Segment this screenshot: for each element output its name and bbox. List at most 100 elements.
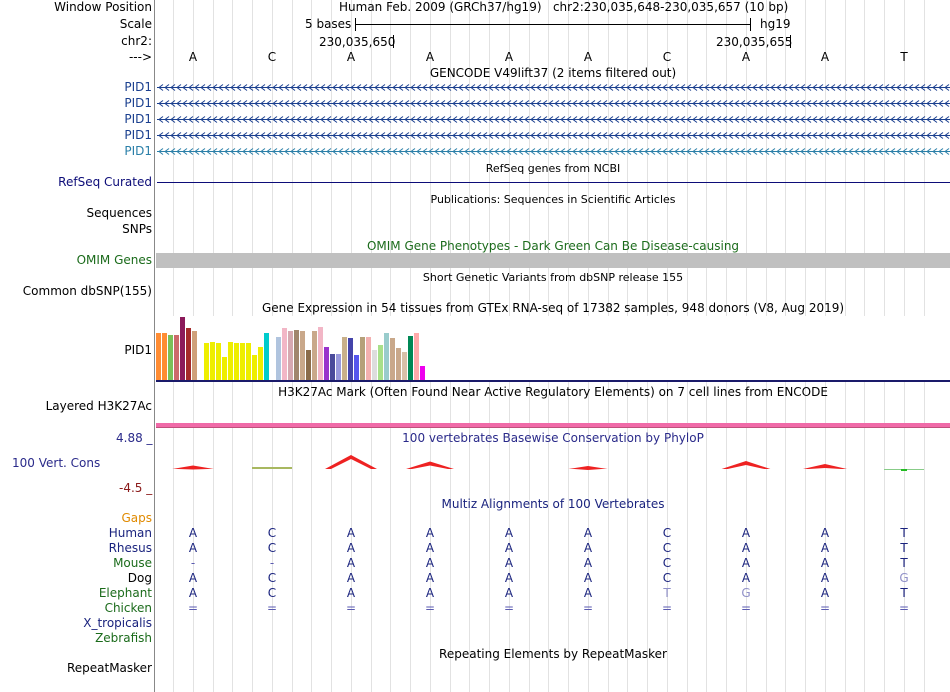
phylop-score-mark[interactable]	[901, 469, 907, 471]
gencode-transcript-line[interactable]	[157, 114, 950, 125]
gtex-tissue-bar[interactable]	[234, 343, 239, 380]
window-position-text: Human Feb. 2009 (GRCh37/hg19) chr2:230,0…	[339, 0, 789, 14]
gtex-tissue-bar[interactable]	[318, 327, 323, 380]
gencode-transcript-line[interactable]	[157, 130, 950, 141]
multiz-species-label[interactable]: Mouse	[113, 556, 152, 570]
multiz-species-label[interactable]: Rhesus	[108, 541, 152, 555]
h3k27ac-label[interactable]: Layered H3K27Ac	[45, 399, 152, 413]
gtex-tissue-bar[interactable]	[294, 330, 299, 380]
gtex-tissue-bar[interactable]	[210, 342, 215, 380]
multiz-species-label[interactable]: Elephant	[98, 586, 152, 600]
multiz-aligned-base: C	[267, 571, 277, 585]
omim-label[interactable]: OMIM Genes	[76, 253, 152, 267]
refseq-label[interactable]: RefSeq Curated	[58, 175, 152, 189]
gtex-tissue-bar[interactable]	[330, 354, 335, 380]
gencode-transcript-line[interactable]	[157, 146, 950, 157]
gtex-title: Gene Expression in 54 tissues from GTEx …	[261, 301, 845, 315]
gtex-tissue-bar[interactable]	[348, 338, 353, 380]
multiz-aligned-base: A	[583, 586, 593, 600]
gtex-tissue-bar[interactable]	[414, 333, 419, 380]
gtex-tissue-bar[interactable]	[306, 350, 311, 380]
sequence-base: A	[741, 50, 751, 64]
h3k27ac-signal-bar[interactable]	[156, 423, 950, 427]
gtex-tissue-bar[interactable]	[174, 335, 179, 380]
gtex-tissue-bar[interactable]	[162, 333, 167, 380]
phylop-score-mark[interactable]	[252, 467, 292, 469]
multiz-species-label[interactable]: Chicken	[104, 601, 152, 615]
gtex-tissue-bar[interactable]	[390, 338, 395, 380]
gtex-tissue-bar[interactable]	[372, 350, 377, 380]
snps-label[interactable]: SNPs	[122, 222, 152, 236]
multiz-species-label[interactable]: Human	[108, 526, 152, 540]
multiz-aligned-base: A	[504, 586, 514, 600]
phylop-label[interactable]: 100 Vert. Cons	[12, 456, 101, 470]
multiz-aligned-base: A	[583, 541, 593, 555]
gtex-tissue-bar[interactable]	[300, 331, 305, 380]
gaps-label[interactable]: Gaps	[121, 511, 152, 525]
phylop-score-mark[interactable]	[172, 465, 214, 470]
gencode-transcript-label[interactable]: PID1	[124, 80, 152, 94]
gtex-tissue-bar[interactable]	[276, 337, 281, 380]
gtex-tissue-bar[interactable]	[228, 342, 233, 380]
gtex-tissue-bar[interactable]	[378, 345, 383, 380]
gtex-label[interactable]: PID1	[124, 343, 152, 357]
gtex-tissue-bar[interactable]	[420, 366, 425, 380]
gtex-tissue-bar[interactable]	[180, 317, 185, 380]
gtex-tissue-bar[interactable]	[396, 348, 401, 380]
gencode-transcript-line[interactable]	[157, 98, 950, 109]
phylop-score-mark[interactable]	[406, 461, 454, 470]
repeatmasker-label[interactable]: RepeatMasker	[66, 661, 152, 675]
sequences-label[interactable]: Sequences	[86, 206, 152, 220]
gtex-tissue-bar[interactable]	[168, 335, 173, 380]
omim-title: OMIM Gene Phenotypes - Dark Green Can Be…	[366, 239, 740, 253]
gtex-tissue-bar[interactable]	[360, 337, 365, 380]
gencode-transcript-label[interactable]: PID1	[124, 144, 152, 158]
gtex-tissue-bar[interactable]	[222, 357, 227, 380]
gtex-tissue-bar[interactable]	[408, 336, 413, 380]
gencode-transcript-label[interactable]: PID1	[124, 96, 152, 110]
multiz-species-label[interactable]: Zebrafish	[95, 631, 152, 645]
gtex-tissue-bar[interactable]	[252, 355, 257, 380]
phylop-score-mark[interactable]	[325, 455, 377, 469]
coord-right: 230,035,655	[716, 35, 793, 49]
multiz-aligned-base: A	[425, 586, 435, 600]
gtex-tissue-bar[interactable]	[324, 347, 329, 380]
omim-feature-bar[interactable]	[156, 253, 950, 268]
gtex-tissue-bar[interactable]	[342, 337, 347, 380]
gencode-transcript-label[interactable]: PID1	[124, 112, 152, 126]
gtex-tissue-bar[interactable]	[336, 354, 341, 380]
multiz-aligned-base: C	[662, 556, 672, 570]
gtex-tissue-bar[interactable]	[240, 343, 245, 380]
gtex-tissue-bar[interactable]	[246, 343, 251, 380]
phylop-score-mark[interactable]	[568, 466, 608, 470]
gtex-tissue-bar[interactable]	[282, 328, 287, 380]
multiz-aligned-base: T	[900, 541, 908, 555]
gtex-tissue-bar[interactable]	[312, 331, 317, 380]
phylop-score-mark[interactable]	[721, 461, 771, 469]
gtex-tissue-bar[interactable]	[258, 347, 263, 380]
gtex-tissue-bar[interactable]	[186, 328, 191, 380]
publications-title: Publications: Sequences in Scientific Ar…	[430, 193, 676, 206]
refseq-feature-line[interactable]	[157, 182, 950, 183]
gtex-tissue-bar[interactable]	[354, 355, 359, 380]
dbsnp-label[interactable]: Common dbSNP(155)	[22, 284, 152, 298]
phylop-score-mark[interactable]	[803, 464, 847, 469]
gtex-tissue-bar[interactable]	[288, 331, 293, 380]
window-position-label: Window Position	[54, 0, 152, 14]
multiz-species-label[interactable]: X_tropicalis	[83, 616, 152, 630]
gtex-tissue-bar[interactable]	[204, 343, 209, 380]
multiz-aligned-base: =	[740, 601, 752, 615]
multiz-aligned-base: =	[898, 601, 910, 615]
gtex-tissue-bar[interactable]	[384, 333, 389, 380]
gtex-tissue-bar[interactable]	[216, 343, 221, 380]
gtex-tissue-bar[interactable]	[366, 337, 371, 380]
gtex-tissue-bar[interactable]	[264, 333, 269, 380]
gtex-tissue-bar[interactable]	[192, 331, 197, 380]
gtex-tissue-bar[interactable]	[402, 352, 407, 380]
multiz-aligned-base: T	[900, 586, 908, 600]
gtex-tissue-bar[interactable]	[156, 333, 161, 380]
gencode-transcript-label[interactable]: PID1	[124, 128, 152, 142]
gencode-transcript-line[interactable]	[157, 82, 950, 93]
multiz-species-label[interactable]: Dog	[127, 571, 152, 585]
